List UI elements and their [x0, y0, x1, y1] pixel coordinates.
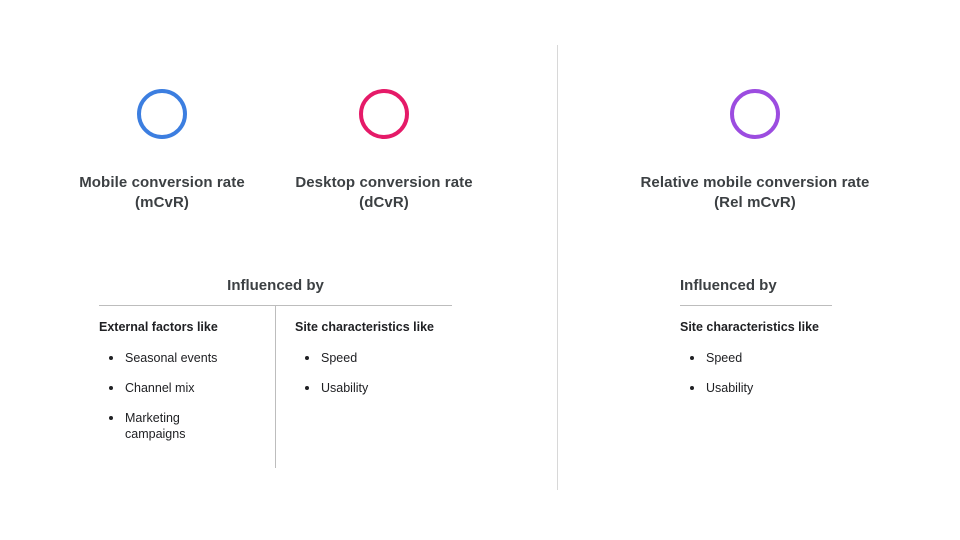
main-vertical-divider — [557, 45, 558, 490]
metric-desktop-conversion-rate-label: Desktop conversion rate (dCvR) — [295, 174, 473, 211]
mobile-conversion-rate-circle-icon — [137, 89, 187, 139]
relative-mobile-conversion-rate-circle-icon — [730, 89, 780, 139]
left-panel-column-divider — [275, 306, 276, 468]
metric-relative-mobile-conversion-rate: Relative mobile conversion rate (Rel mCv… — [635, 89, 875, 213]
list-item: Channel mix — [99, 380, 265, 396]
metric-relative-mobile-conversion-rate-label: Relative mobile conversion rate (Rel mCv… — [640, 174, 870, 211]
left-panel-top-rule — [99, 305, 452, 306]
list-item: Speed — [680, 350, 832, 366]
desktop-conversion-rate-circle-icon — [359, 89, 409, 139]
list-item: Usability — [295, 380, 452, 396]
list-item: Usability — [680, 380, 832, 396]
external-factors-list: Seasonal events Channel mix Marketing ca… — [99, 336, 265, 442]
left-panel-column-site-characteristics-title: Site characteristics like — [295, 320, 434, 334]
metric-mobile-conversion-rate: Mobile conversion rate (mCvR) — [42, 89, 282, 213]
list-item: Seasonal events — [99, 350, 265, 366]
left-site-characteristics-list: Speed Usability — [295, 336, 452, 396]
right-panel-column-site-characteristics-title: Site characteristics like — [680, 320, 819, 334]
metric-mobile-conversion-rate-label: Mobile conversion rate (mCvR) — [79, 174, 245, 211]
right-panel-columns: Site characteristics like Speed Usabilit… — [680, 306, 832, 410]
left-panel-column-site-characteristics: Site characteristics like Speed Usabilit… — [276, 306, 452, 468]
left-influenced-by-panel: Influenced by External factors like Seas… — [99, 276, 452, 468]
list-item: Speed — [295, 350, 452, 366]
left-panel-columns: External factors like Seasonal events Ch… — [99, 306, 452, 468]
left-panel-column-external-factors-title: External factors like — [99, 320, 218, 334]
metric-desktop-conversion-rate: Desktop conversion rate (dCvR) — [264, 89, 504, 213]
right-influenced-by-heading: Influenced by — [680, 277, 777, 294]
list-item: Marketing campaigns — [99, 410, 265, 442]
left-panel-column-external-factors: External factors like Seasonal events Ch… — [99, 306, 275, 468]
right-influenced-by-panel: Influenced by Site characteristics like … — [680, 276, 832, 410]
right-panel-top-rule — [680, 305, 832, 306]
right-panel-column-site-characteristics: Site characteristics like Speed Usabilit… — [680, 306, 832, 410]
left-influenced-by-heading: Influenced by — [227, 277, 324, 294]
right-site-characteristics-list: Speed Usability — [680, 336, 832, 396]
